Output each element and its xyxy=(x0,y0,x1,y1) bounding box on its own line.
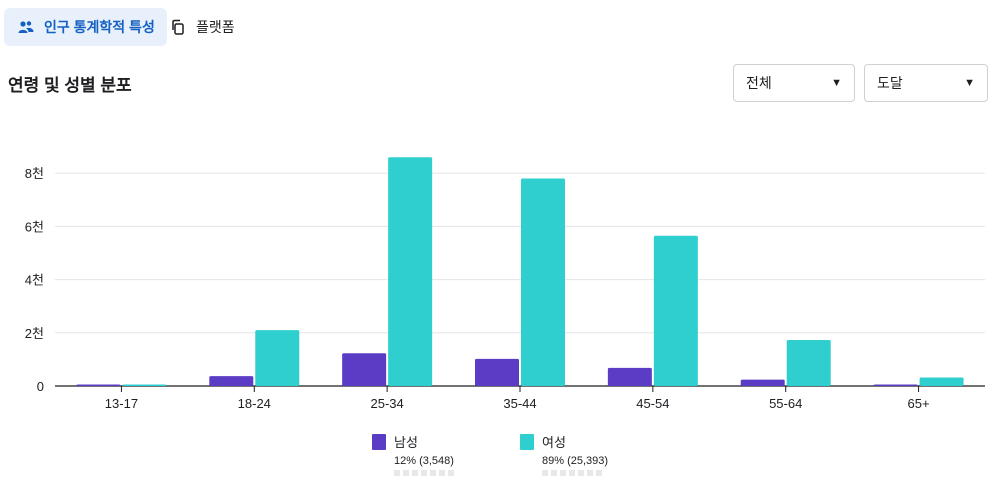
bar-female xyxy=(521,178,565,386)
bar-male xyxy=(342,353,387,386)
bar-male xyxy=(76,384,121,386)
legend-truncated-line xyxy=(394,470,454,476)
metric-dropdown[interactable]: 도달 ▼ xyxy=(864,64,988,102)
y-tick-label: 4천 xyxy=(25,273,44,288)
bar-female xyxy=(786,339,831,386)
legend-item-male[interactable]: 남성 12% (3,548) xyxy=(372,432,454,476)
people-icon xyxy=(16,17,36,37)
y-tick-label: 0 xyxy=(37,379,44,394)
age-gender-bar-chart: 0 2천 4천 6천 8천 13-17 18-24 25-34 35-44 45-54 55-64 6… xyxy=(25,157,985,411)
y-tick-label: 2천 xyxy=(25,326,44,341)
bar-female xyxy=(919,377,964,386)
legend-label-male: 남성 xyxy=(394,435,418,450)
legend-label-female: 여성 xyxy=(542,435,566,450)
x-tick-label: 25-34 xyxy=(371,396,404,411)
x-tick-label: 55-64 xyxy=(769,396,802,411)
legend-detail-male: 12% (3,548) xyxy=(394,455,454,467)
top-tabs: 인구 통계학적 특성 플랫폼 xyxy=(0,0,1000,50)
y-tick-label: 6천 xyxy=(25,219,44,234)
bar-male xyxy=(209,376,254,386)
bar-female xyxy=(388,157,433,386)
tab-demographics[interactable]: 인구 통계학적 특성 xyxy=(4,8,167,46)
chevron-down-icon: ▼ xyxy=(964,77,975,89)
bar-female xyxy=(653,235,698,386)
legend-truncated-line xyxy=(542,470,602,476)
copy-icon xyxy=(168,17,188,37)
legend-item-female[interactable]: 여성 89% (25,393) xyxy=(520,432,608,476)
legend-detail-female: 89% (25,393) xyxy=(542,455,609,467)
x-tick-label: 35-44 xyxy=(503,396,536,411)
scope-dropdown[interactable]: 전체 ▼ xyxy=(733,64,855,102)
bar-male xyxy=(873,384,918,386)
x-tick-label: 18-24 xyxy=(238,396,271,411)
x-tick-label: 65+ xyxy=(908,396,930,411)
bar-male xyxy=(740,379,785,386)
bar-male xyxy=(607,367,652,386)
bar-male xyxy=(475,358,519,386)
section-title: 연령 및 성별 분포 xyxy=(8,76,132,95)
bar-female xyxy=(255,330,300,386)
y-tick-label: 8천 xyxy=(25,166,44,181)
chevron-down-icon: ▼ xyxy=(831,77,842,89)
bar-female xyxy=(122,384,167,386)
tab-demographics-label: 인구 통계학적 특성 xyxy=(44,19,155,35)
x-tick-label: 45-54 xyxy=(636,396,669,411)
x-tick-label: 13-17 xyxy=(105,396,138,411)
scope-dropdown-value: 전체 xyxy=(746,75,772,91)
tab-platform[interactable]: 플랫폼 xyxy=(158,8,245,46)
legend-swatch-female xyxy=(520,433,534,450)
legend-swatch-male xyxy=(372,433,386,450)
tab-platform-label: 플랫폼 xyxy=(196,19,235,35)
metric-dropdown-value: 도달 xyxy=(877,75,903,91)
